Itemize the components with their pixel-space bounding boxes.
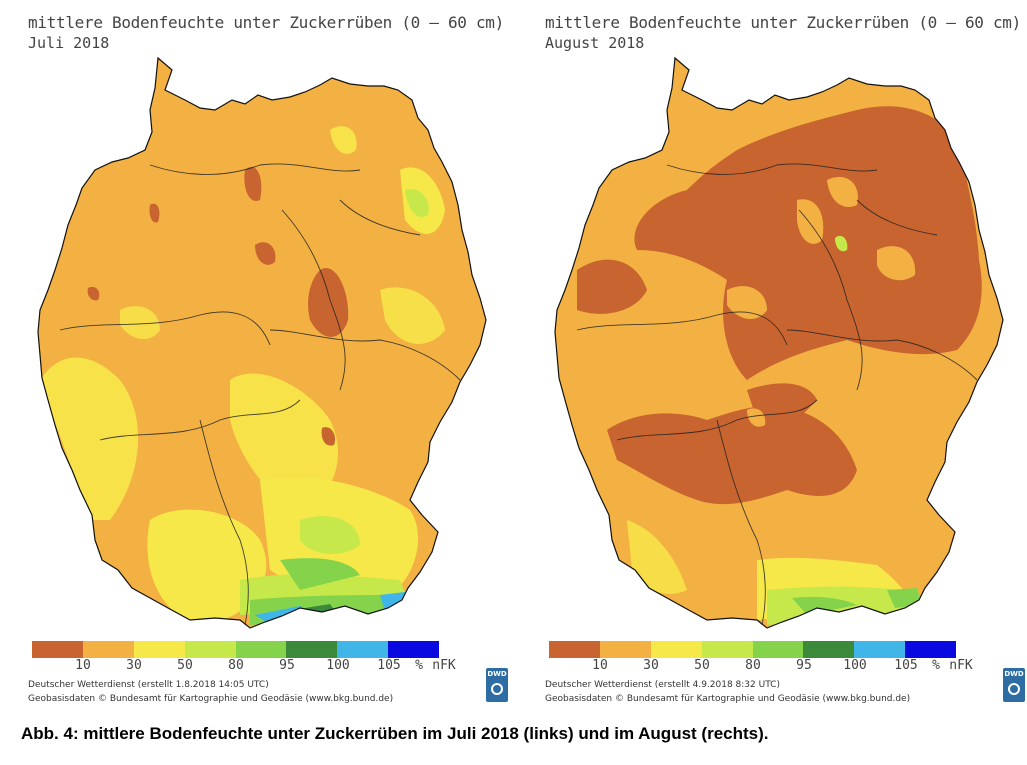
map-title: mittlere Bodenfeuchte unter Zuckerrüben … [28,13,504,32]
legend-swatch [803,641,855,658]
legend-tick: 30 [643,658,659,673]
legend-tick: 105 [894,658,918,673]
figure-caption: Abb. 4: mittlere Bodenfeuchte unter Zuck… [21,724,769,743]
germany-map [554,56,1004,629]
legend-unit-percent: % [932,658,940,673]
legend-swatch [133,641,185,658]
legend-tick: 80 [745,658,761,673]
legend-unit-percent: % [415,658,423,673]
legend-tick: 50 [177,658,193,673]
legend-unit-nfk: nFK [949,658,973,673]
legend-unit-nfk: nFK [432,658,456,673]
legend-swatch [337,641,389,658]
germany-map [37,56,487,629]
dwd-logo: DWD [1003,668,1025,702]
color-legend [549,641,956,658]
legend-tick: 95 [279,658,295,673]
credit-line: Geobasisdaten © Bundesamt für Kartograph… [545,694,911,704]
legend-swatch [32,641,83,658]
map-panel-july: mittlere Bodenfeuchte unter Zuckerrüben … [0,0,510,712]
map-date: August 2018 [545,34,645,52]
legend-swatch [905,641,956,658]
credit-line: Deutscher Wetterdienst (erstellt 4.9.201… [545,680,780,690]
legend-swatch [854,641,906,658]
dwd-logo-icon [1008,683,1020,695]
legend-swatch [286,641,338,658]
legend-tick: 50 [694,658,710,673]
legend-swatch [184,641,236,658]
legend-tick: 80 [228,658,244,673]
legend-swatch [650,641,702,658]
legend-swatch [549,641,600,658]
legend-swatch [235,641,287,658]
legend-tick: 105 [377,658,401,673]
dwd-logo-icon [491,683,503,695]
legend-ticks: 10 30 50 80 95 100 105 % nFK [32,658,462,674]
legend-swatch [388,641,439,658]
map-title: mittlere Bodenfeuchte unter Zuckerrüben … [545,13,1021,32]
legend-tick: 100 [843,658,867,673]
credit-line: Geobasisdaten © Bundesamt für Kartograph… [28,694,394,704]
color-legend [32,641,439,658]
map-date: Juli 2018 [28,34,110,52]
dwd-logo: DWD [486,668,508,702]
legend-tick: 10 [75,658,91,673]
legend-swatch [599,641,651,658]
legend-tick: 95 [796,658,812,673]
legend-swatch [752,641,804,658]
legend-swatch [701,641,753,658]
map-panel-august: mittlere Bodenfeuchte unter Zuckerrüben … [517,0,1027,712]
legend-tick: 30 [126,658,142,673]
legend-tick: 100 [326,658,350,673]
legend-tick: 10 [592,658,608,673]
credit-line: Deutscher Wetterdienst (erstellt 1.8.201… [28,680,269,690]
legend-ticks: 10 30 50 80 95 100 105 % nFK [549,658,979,674]
legend-swatch [82,641,134,658]
